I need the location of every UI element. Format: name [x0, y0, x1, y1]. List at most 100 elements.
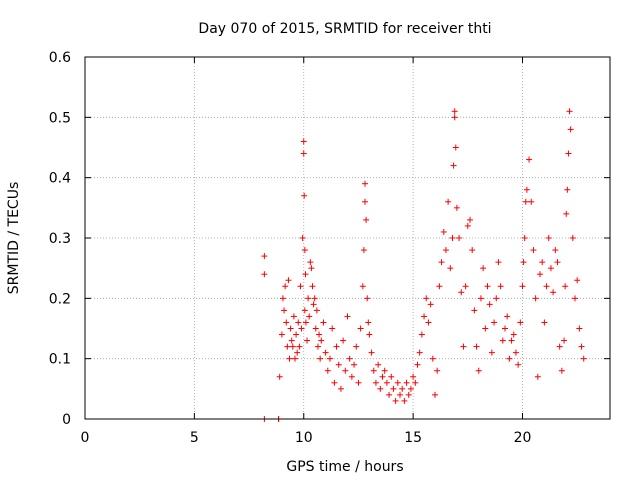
data-point — [405, 391, 412, 398]
data-point — [337, 385, 344, 392]
y-tick-label: 0.1 — [49, 352, 71, 368]
data-point — [302, 319, 309, 326]
data-point — [510, 331, 517, 338]
data-point — [520, 259, 527, 266]
data-point — [414, 361, 421, 368]
data-point — [312, 325, 319, 332]
data-point — [556, 343, 563, 350]
data-point — [363, 216, 370, 223]
data-point — [427, 301, 434, 308]
x-tick-label: 20 — [514, 430, 532, 446]
data-point — [307, 259, 314, 266]
data-point — [344, 313, 351, 320]
data-point — [453, 204, 460, 211]
data-point — [372, 379, 379, 386]
data-point — [362, 180, 368, 187]
data-point — [342, 367, 349, 374]
data-point — [278, 331, 285, 338]
data-point — [366, 331, 373, 338]
data-point — [292, 355, 298, 362]
data-point — [574, 277, 581, 284]
data-point — [324, 367, 331, 374]
data-point — [519, 283, 526, 290]
data-point — [304, 337, 311, 344]
data-point — [508, 337, 515, 344]
data-point — [296, 343, 303, 350]
data-point — [399, 385, 406, 392]
x-tick-label: 10 — [295, 430, 313, 446]
data-point — [504, 313, 511, 320]
data-point — [421, 313, 428, 320]
data-point — [302, 271, 309, 278]
data-point — [451, 114, 458, 121]
data-point — [360, 247, 367, 254]
data-point — [484, 283, 491, 290]
data-point — [368, 349, 375, 356]
data-point — [539, 259, 546, 266]
data-point — [482, 325, 489, 332]
data-point — [403, 379, 410, 386]
data-point — [563, 210, 570, 217]
data-point — [381, 367, 388, 374]
data-point — [576, 325, 583, 332]
data-point — [447, 265, 454, 272]
data-point — [365, 319, 372, 326]
y-tick-label: 0.4 — [49, 171, 71, 187]
data-point — [316, 331, 323, 338]
data-point — [458, 289, 465, 296]
data-point — [521, 235, 528, 241]
x-tick-label: 5 — [190, 430, 199, 446]
data-point — [379, 373, 386, 380]
data-point — [283, 319, 290, 326]
data-point — [364, 295, 371, 302]
data-point — [294, 349, 301, 356]
x-tick-label: 15 — [404, 430, 422, 446]
data-point — [550, 289, 557, 296]
data-point — [287, 325, 294, 332]
data-point — [473, 343, 480, 350]
y-tick-label: 0.2 — [49, 291, 71, 307]
data-point — [392, 397, 399, 404]
data-point — [567, 126, 574, 133]
data-point — [506, 355, 513, 362]
data-point — [515, 361, 522, 368]
data-point — [313, 307, 320, 314]
data-point — [526, 156, 533, 163]
data-point — [440, 228, 447, 235]
data-point — [495, 259, 502, 266]
data-point — [351, 361, 358, 368]
data-point — [388, 373, 395, 380]
data-point — [282, 283, 289, 290]
data-point — [445, 198, 452, 205]
data-point — [488, 349, 495, 356]
data-point — [357, 325, 364, 332]
data-point — [359, 283, 366, 290]
data-point — [394, 379, 401, 386]
data-point — [442, 247, 449, 254]
data-point — [375, 361, 382, 368]
data-point — [543, 283, 550, 290]
data-point — [558, 367, 565, 374]
data-point — [297, 283, 304, 290]
data-point — [561, 337, 568, 344]
data-point — [310, 301, 317, 308]
data-point — [281, 307, 288, 314]
data-point — [288, 337, 295, 344]
data-point — [362, 198, 368, 205]
data-point — [460, 343, 467, 350]
data-point — [306, 313, 313, 320]
data-point — [436, 283, 443, 290]
data-point — [512, 349, 519, 356]
data-point — [541, 319, 548, 326]
data-point — [562, 283, 569, 290]
data-point — [301, 307, 308, 314]
data-point — [552, 247, 559, 254]
data-point — [418, 331, 425, 338]
data-point — [522, 198, 529, 205]
data-point — [554, 259, 561, 266]
data-point — [279, 295, 286, 302]
data-point — [300, 150, 307, 157]
points — [261, 108, 587, 422]
data-point — [564, 186, 571, 193]
data-point — [464, 222, 471, 229]
